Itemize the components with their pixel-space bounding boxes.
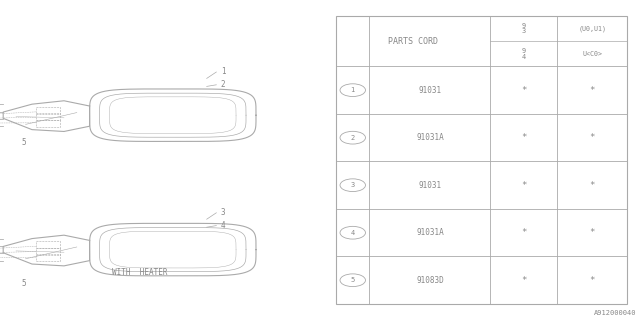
Text: 3: 3 (221, 208, 225, 217)
Text: U<C0>: U<C0> (582, 51, 602, 57)
Bar (36, 248, 60, 255)
Text: 5: 5 (21, 138, 26, 147)
Text: 1: 1 (351, 87, 355, 93)
Text: *: * (589, 276, 595, 285)
Text: 4: 4 (351, 230, 355, 236)
Bar (36, 113, 60, 120)
Text: *: * (589, 86, 595, 95)
Text: 3: 3 (351, 182, 355, 188)
Text: *: * (521, 133, 527, 142)
Text: *: * (521, 181, 527, 190)
Text: WITH  HEATER: WITH HEATER (112, 268, 168, 277)
Text: 9
4: 9 4 (522, 48, 526, 60)
Text: *: * (589, 133, 595, 142)
Text: 2: 2 (351, 135, 355, 141)
Text: (U0,U1): (U0,U1) (579, 25, 606, 32)
Bar (36, 107, 60, 114)
Text: 5: 5 (21, 279, 26, 288)
Text: 5: 5 (351, 277, 355, 283)
Bar (36, 120, 60, 127)
Text: 91031: 91031 (419, 181, 442, 190)
Text: PARTS CORD: PARTS CORD (388, 37, 438, 46)
Text: *: * (521, 276, 527, 285)
Text: 9
3: 9 3 (522, 23, 526, 34)
Text: *: * (521, 228, 527, 237)
Bar (336, 16, 627, 304)
Bar (36, 254, 60, 261)
Text: 91083D: 91083D (416, 276, 444, 285)
Text: *: * (521, 86, 527, 95)
Text: A912000040: A912000040 (595, 310, 637, 316)
Text: 4: 4 (221, 221, 225, 230)
Text: 2: 2 (221, 80, 225, 89)
Bar (36, 241, 60, 248)
Text: *: * (589, 181, 595, 190)
Text: 91031A: 91031A (416, 228, 444, 237)
Text: *: * (589, 228, 595, 237)
Text: 91031A: 91031A (416, 133, 444, 142)
Text: 91031: 91031 (419, 86, 442, 95)
Text: 1: 1 (221, 68, 225, 76)
